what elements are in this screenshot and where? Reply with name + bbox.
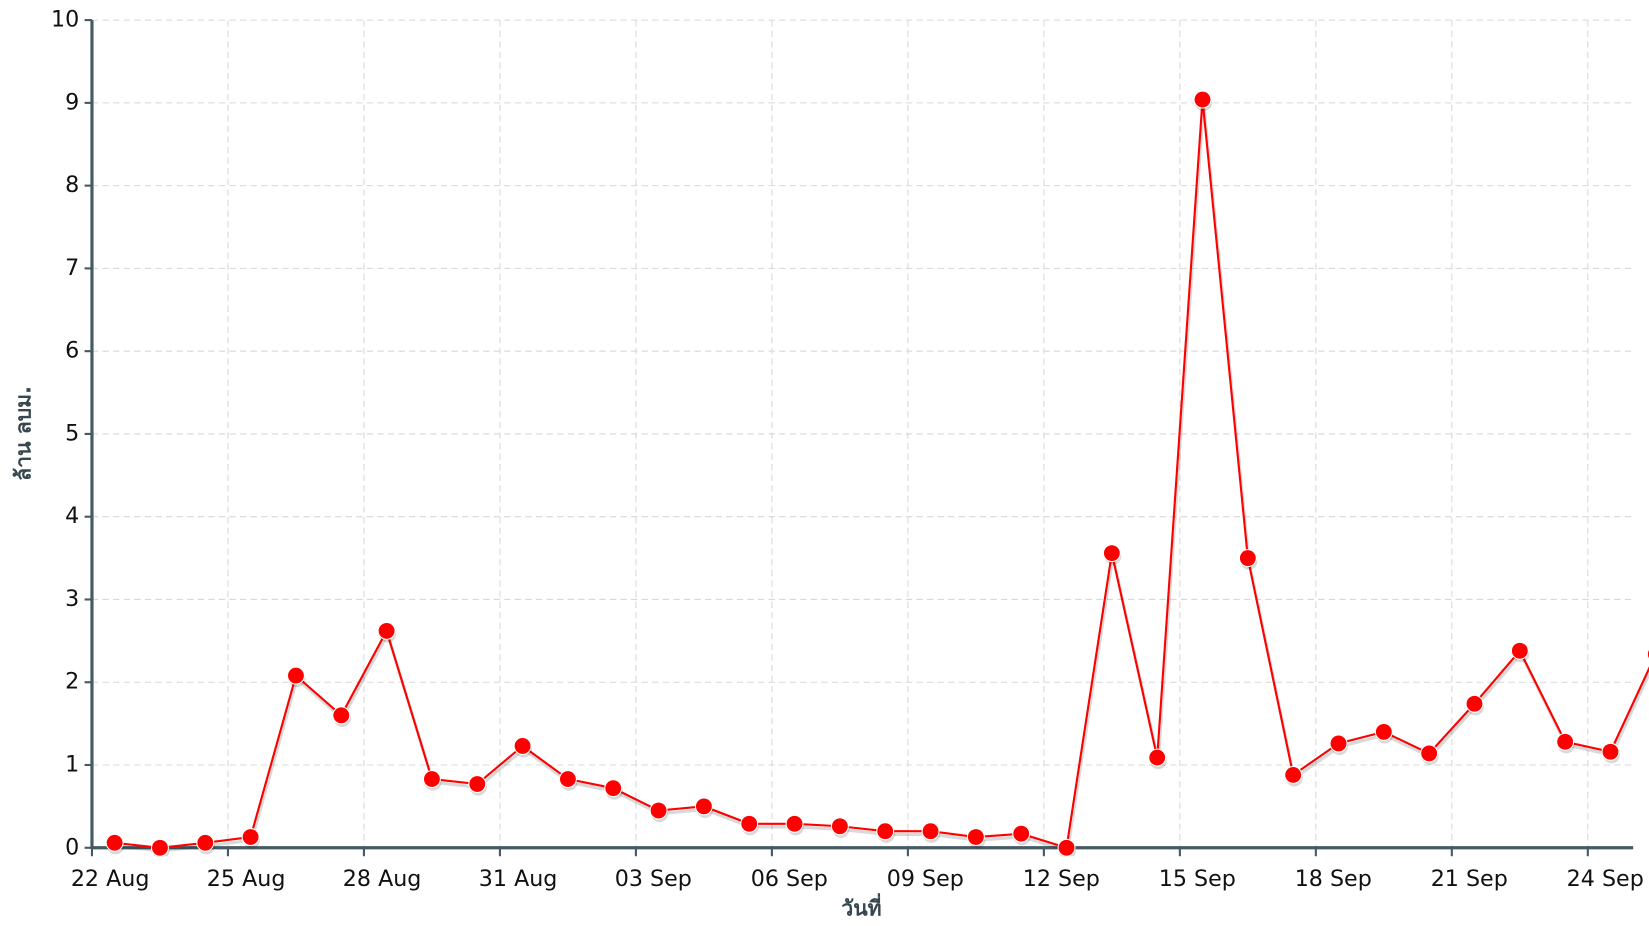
series-line bbox=[114, 99, 1649, 850]
y-tick-label: 7 bbox=[65, 255, 79, 281]
x-tick-label: 22 Aug bbox=[71, 866, 150, 892]
x-tick-label: 24 Sep bbox=[1567, 866, 1644, 892]
data-point bbox=[1329, 734, 1348, 753]
data-point bbox=[286, 666, 305, 685]
data-point bbox=[1510, 641, 1529, 660]
data-point bbox=[422, 770, 441, 789]
data-point bbox=[1057, 838, 1076, 857]
data-point bbox=[196, 833, 215, 852]
y-tick-label: 2 bbox=[65, 669, 79, 695]
data-point bbox=[1238, 549, 1257, 568]
x-tick-label: 31 Aug bbox=[479, 866, 558, 892]
x-tick-label: 15 Sep bbox=[1159, 866, 1236, 892]
data-point bbox=[649, 801, 668, 820]
data-point bbox=[1420, 744, 1439, 763]
y-tick-label: 1 bbox=[65, 751, 79, 777]
x-tick-label: 12 Sep bbox=[1023, 866, 1100, 892]
data-point bbox=[1148, 748, 1167, 767]
data-point bbox=[468, 775, 487, 794]
y-tick-label: 6 bbox=[65, 338, 79, 364]
data-point bbox=[150, 838, 169, 857]
plot-area bbox=[105, 90, 1649, 857]
data-point bbox=[1102, 544, 1121, 563]
data-point bbox=[921, 822, 940, 841]
data-point bbox=[966, 828, 985, 846]
data-point bbox=[377, 621, 396, 640]
data-point bbox=[1193, 90, 1212, 109]
x-tick-label: 03 Sep bbox=[615, 866, 692, 892]
data-point bbox=[785, 814, 804, 833]
y-axis-title: ล้าน ลบม. bbox=[11, 386, 36, 481]
data-point bbox=[1556, 732, 1575, 751]
x-tick-label: 25 Aug bbox=[207, 866, 286, 892]
data-point bbox=[1374, 722, 1393, 741]
y-tick-label: 10 bbox=[51, 7, 79, 33]
y-tick-label: 9 bbox=[65, 89, 79, 115]
y-tick-label: 0 bbox=[65, 834, 79, 860]
data-point bbox=[694, 797, 713, 816]
data-point bbox=[105, 833, 124, 852]
y-tick-label: 5 bbox=[65, 420, 79, 446]
data-point bbox=[558, 770, 577, 789]
data-point bbox=[1465, 694, 1484, 713]
data-point bbox=[740, 814, 759, 833]
y-tick-label: 4 bbox=[65, 503, 79, 529]
data-point bbox=[241, 828, 260, 846]
data-point bbox=[876, 822, 895, 841]
x-tick-label: 09 Sep bbox=[887, 866, 964, 892]
data-point bbox=[830, 817, 849, 836]
data-point bbox=[332, 706, 351, 725]
data-point bbox=[604, 779, 623, 798]
x-tick-label: 28 Aug bbox=[343, 866, 422, 892]
x-tick-label: 06 Sep bbox=[751, 866, 828, 892]
y-tick-label: 3 bbox=[65, 586, 79, 612]
y-tick-label: 8 bbox=[65, 172, 79, 198]
data-point bbox=[1284, 765, 1303, 784]
line-shadow bbox=[115, 102, 1649, 853]
x-axis-title: วันที่ bbox=[841, 892, 881, 920]
data-point bbox=[513, 736, 532, 755]
x-tick-label: 21 Sep bbox=[1431, 866, 1508, 892]
data-point bbox=[1012, 824, 1031, 843]
x-tick-label: 18 Sep bbox=[1295, 866, 1372, 892]
data-point bbox=[1601, 742, 1620, 761]
